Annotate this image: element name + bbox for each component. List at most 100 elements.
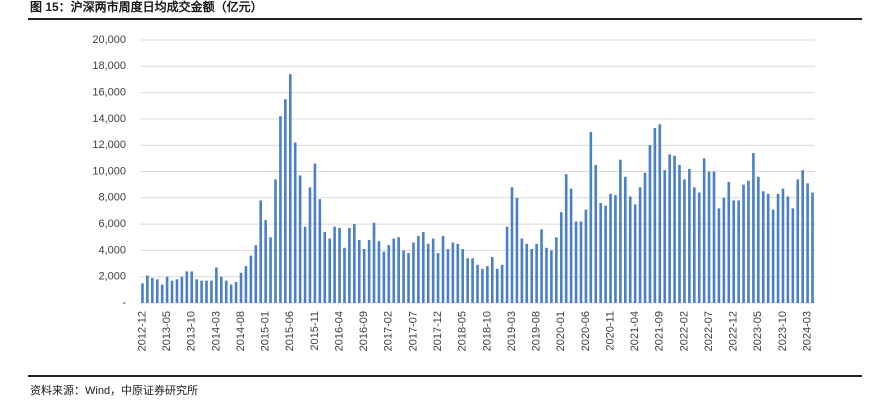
bar [648, 145, 652, 303]
x-tick-label: 2016-09 [358, 311, 370, 351]
bar [663, 170, 667, 303]
bar [757, 176, 760, 303]
bar [313, 163, 317, 303]
y-tick-label: 14,000 [92, 113, 126, 125]
bar [402, 250, 405, 303]
bar [279, 116, 282, 304]
bar [303, 226, 307, 303]
bar [284, 99, 287, 303]
bar [254, 245, 258, 303]
x-tick-label: 2022-12 [728, 311, 740, 351]
x-tick-label: 2013-10 [186, 311, 198, 351]
bar [348, 228, 351, 303]
y-tick-label: 10,000 [92, 165, 126, 177]
x-tick-label: 2023-05 [752, 311, 764, 351]
bar [288, 74, 292, 303]
bar [244, 266, 248, 303]
bar [382, 251, 386, 303]
bar [205, 280, 208, 303]
x-tick-label: 2020-01 [555, 311, 567, 351]
bar [234, 281, 238, 303]
y-tick-label: 18,000 [92, 60, 126, 72]
bar [668, 154, 671, 303]
bar [683, 179, 686, 303]
bar [387, 245, 391, 303]
bar [436, 253, 440, 303]
bar [678, 164, 681, 303]
bar [333, 226, 336, 303]
bar [471, 258, 474, 303]
bar [658, 124, 662, 303]
bar [486, 266, 489, 303]
bar [579, 221, 583, 303]
bar [811, 192, 814, 303]
x-tick-label: 2014-03 [210, 311, 222, 351]
bar [688, 168, 691, 303]
bar [264, 220, 267, 303]
bar [555, 237, 558, 303]
bar [737, 200, 740, 303]
bar [323, 231, 327, 303]
bar [752, 153, 755, 303]
bar [742, 184, 745, 303]
bar [338, 228, 341, 303]
x-tick-label: 2015-11 [309, 311, 321, 351]
bar [151, 278, 154, 303]
bar [530, 249, 533, 303]
bar [200, 280, 203, 303]
bar [732, 200, 736, 303]
bar [412, 242, 415, 303]
bar [717, 208, 721, 303]
bar [461, 249, 465, 303]
bar [353, 224, 356, 303]
bar [298, 175, 302, 303]
bar [160, 284, 164, 303]
bar [801, 170, 804, 303]
bar [367, 239, 371, 303]
bar [747, 180, 750, 303]
bar [771, 209, 775, 303]
bar [239, 272, 243, 303]
bar [422, 231, 425, 303]
y-tick-label: 20,000 [92, 34, 126, 46]
bar [569, 188, 573, 303]
bar [141, 283, 144, 303]
bar [195, 279, 198, 303]
bar [520, 238, 524, 303]
bar [535, 243, 538, 303]
bar [180, 276, 184, 303]
x-tick-label: 2017-12 [432, 311, 444, 351]
bar [525, 243, 529, 303]
bar [343, 247, 346, 303]
x-tick-label: 2017-07 [407, 311, 419, 351]
bar [604, 205, 607, 303]
bar [170, 280, 174, 303]
bar [628, 196, 632, 303]
x-tick-label: 2012-12 [136, 311, 148, 351]
bar [638, 187, 642, 303]
bar [441, 235, 445, 303]
bar [362, 249, 366, 303]
x-tick-label: 2022-07 [703, 311, 715, 351]
bar [490, 256, 494, 303]
bar [722, 197, 726, 303]
bar [259, 200, 263, 303]
x-tick-label: 2018-10 [481, 311, 493, 351]
y-tick-label: - [122, 297, 126, 309]
bar [392, 238, 396, 303]
bar [165, 276, 169, 303]
bar [624, 176, 627, 303]
bar [146, 275, 149, 303]
bar [594, 164, 598, 303]
bar [407, 253, 410, 303]
y-tick-label: 12,000 [92, 139, 126, 151]
bar [426, 243, 430, 303]
bar [210, 280, 213, 303]
bar [545, 247, 548, 303]
bar [776, 193, 780, 303]
bar [515, 197, 519, 303]
bar [481, 268, 484, 303]
bar [786, 196, 790, 303]
bar [761, 191, 765, 303]
bar [707, 171, 711, 303]
